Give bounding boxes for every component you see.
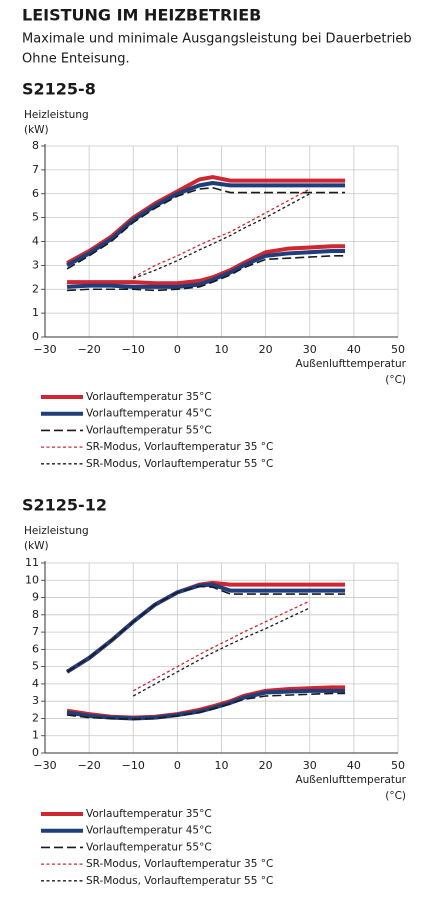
x-axis-label: (°C) [385,790,406,802]
y-tick-label: 3 [32,258,39,271]
y-tick-label: 2 [32,282,39,295]
x-tick-label: −20 [78,759,101,772]
y-tick-label: 8 [32,139,39,152]
y-tick-label: 8 [32,608,39,621]
x-tick-label: −30 [33,759,56,772]
data-line [66,585,346,673]
x-tick-label: −20 [78,343,101,356]
y-tick-label: 5 [32,211,39,224]
data-line [67,244,346,286]
x-tick-label: −10 [122,343,145,356]
data-line [132,188,311,278]
legend-label: Vorlauftemperatur 55°C [86,424,212,436]
x-tick-label: 0 [174,759,181,772]
y-tick-label: 11 [25,556,39,569]
y-tick-label: 4 [32,677,39,690]
x-tick-label: 40 [347,759,361,772]
y-tick-label: 0 [32,746,39,759]
data-line [66,688,346,721]
y-axis-label: (kW) [24,540,49,552]
chart-title: S2125-12 [22,496,107,515]
legend-label: Vorlauftemperatur 35°C [86,808,212,820]
y-tick-label: 6 [32,642,39,655]
subtitle: Ohne Enteisung. [22,52,130,67]
y-axis-label: Heizleistung [24,525,89,537]
x-tick-label: 20 [259,759,273,772]
x-tick-label: 10 [215,759,229,772]
page-title: LEISTUNG IM HEIZBETRIEB [22,6,261,25]
legend-label: Vorlauftemperatur 45°C [86,825,212,837]
chart-title: S2125-8 [22,80,96,99]
y-tick-label: 3 [32,694,39,707]
legend-label: Vorlauftemperatur 35°C [86,391,212,403]
data-line [132,600,311,692]
data-line [66,175,346,265]
legend-label: Vorlauftemperatur 45°C [86,408,212,420]
subtitle: Maximale und minimale Ausgangsleistung b… [22,32,412,47]
y-tick-label: 0 [32,330,39,343]
y-tick-label: 4 [32,235,39,248]
data-line [66,186,346,270]
data-line [67,255,346,292]
y-axis-label: Heizleistung [24,109,89,121]
x-tick-label: 20 [259,343,273,356]
x-axis-label: Außenlufttemperatur [295,774,406,786]
y-tick-label: 5 [32,660,39,673]
data-line [66,692,346,721]
x-tick-label: 50 [391,759,405,772]
legend-label: SR-Modus, Vorlauftemperatur 35 °C [86,441,273,453]
y-axis-label: (kW) [24,124,49,136]
legend-label: Vorlauftemperatur 55°C [86,841,212,853]
x-tick-label: 0 [174,343,181,356]
legend-label: SR-Modus, Vorlauftemperatur 35 °C [86,858,273,870]
y-tick-label: 1 [32,729,39,742]
x-axis-label: (°C) [385,374,406,386]
x-axis-label: Außenlufttemperatur [295,358,406,370]
x-tick-label: 30 [303,759,317,772]
x-tick-label: 30 [303,343,317,356]
data-line [66,249,346,289]
x-tick-label: 50 [391,343,405,356]
y-tick-label: 6 [32,187,39,200]
y-tick-label: 7 [32,163,39,176]
legend-label: SR-Modus, Vorlauftemperatur 55 °C [86,875,273,887]
y-tick-label: 10 [25,573,39,586]
data-line [66,580,346,674]
data-line [66,181,346,268]
data-line [133,193,311,280]
y-tick-label: 7 [32,625,39,638]
data-line [132,607,311,697]
legend-label: SR-Modus, Vorlauftemperatur 55 °C [86,458,273,470]
x-tick-label: 40 [347,343,361,356]
x-tick-label: −30 [33,343,56,356]
y-tick-label: 1 [32,306,39,319]
y-tick-label: 9 [32,591,39,604]
x-tick-label: 10 [215,343,229,356]
x-tick-label: −10 [122,759,145,772]
data-line [66,582,346,674]
y-tick-label: 2 [32,711,39,724]
